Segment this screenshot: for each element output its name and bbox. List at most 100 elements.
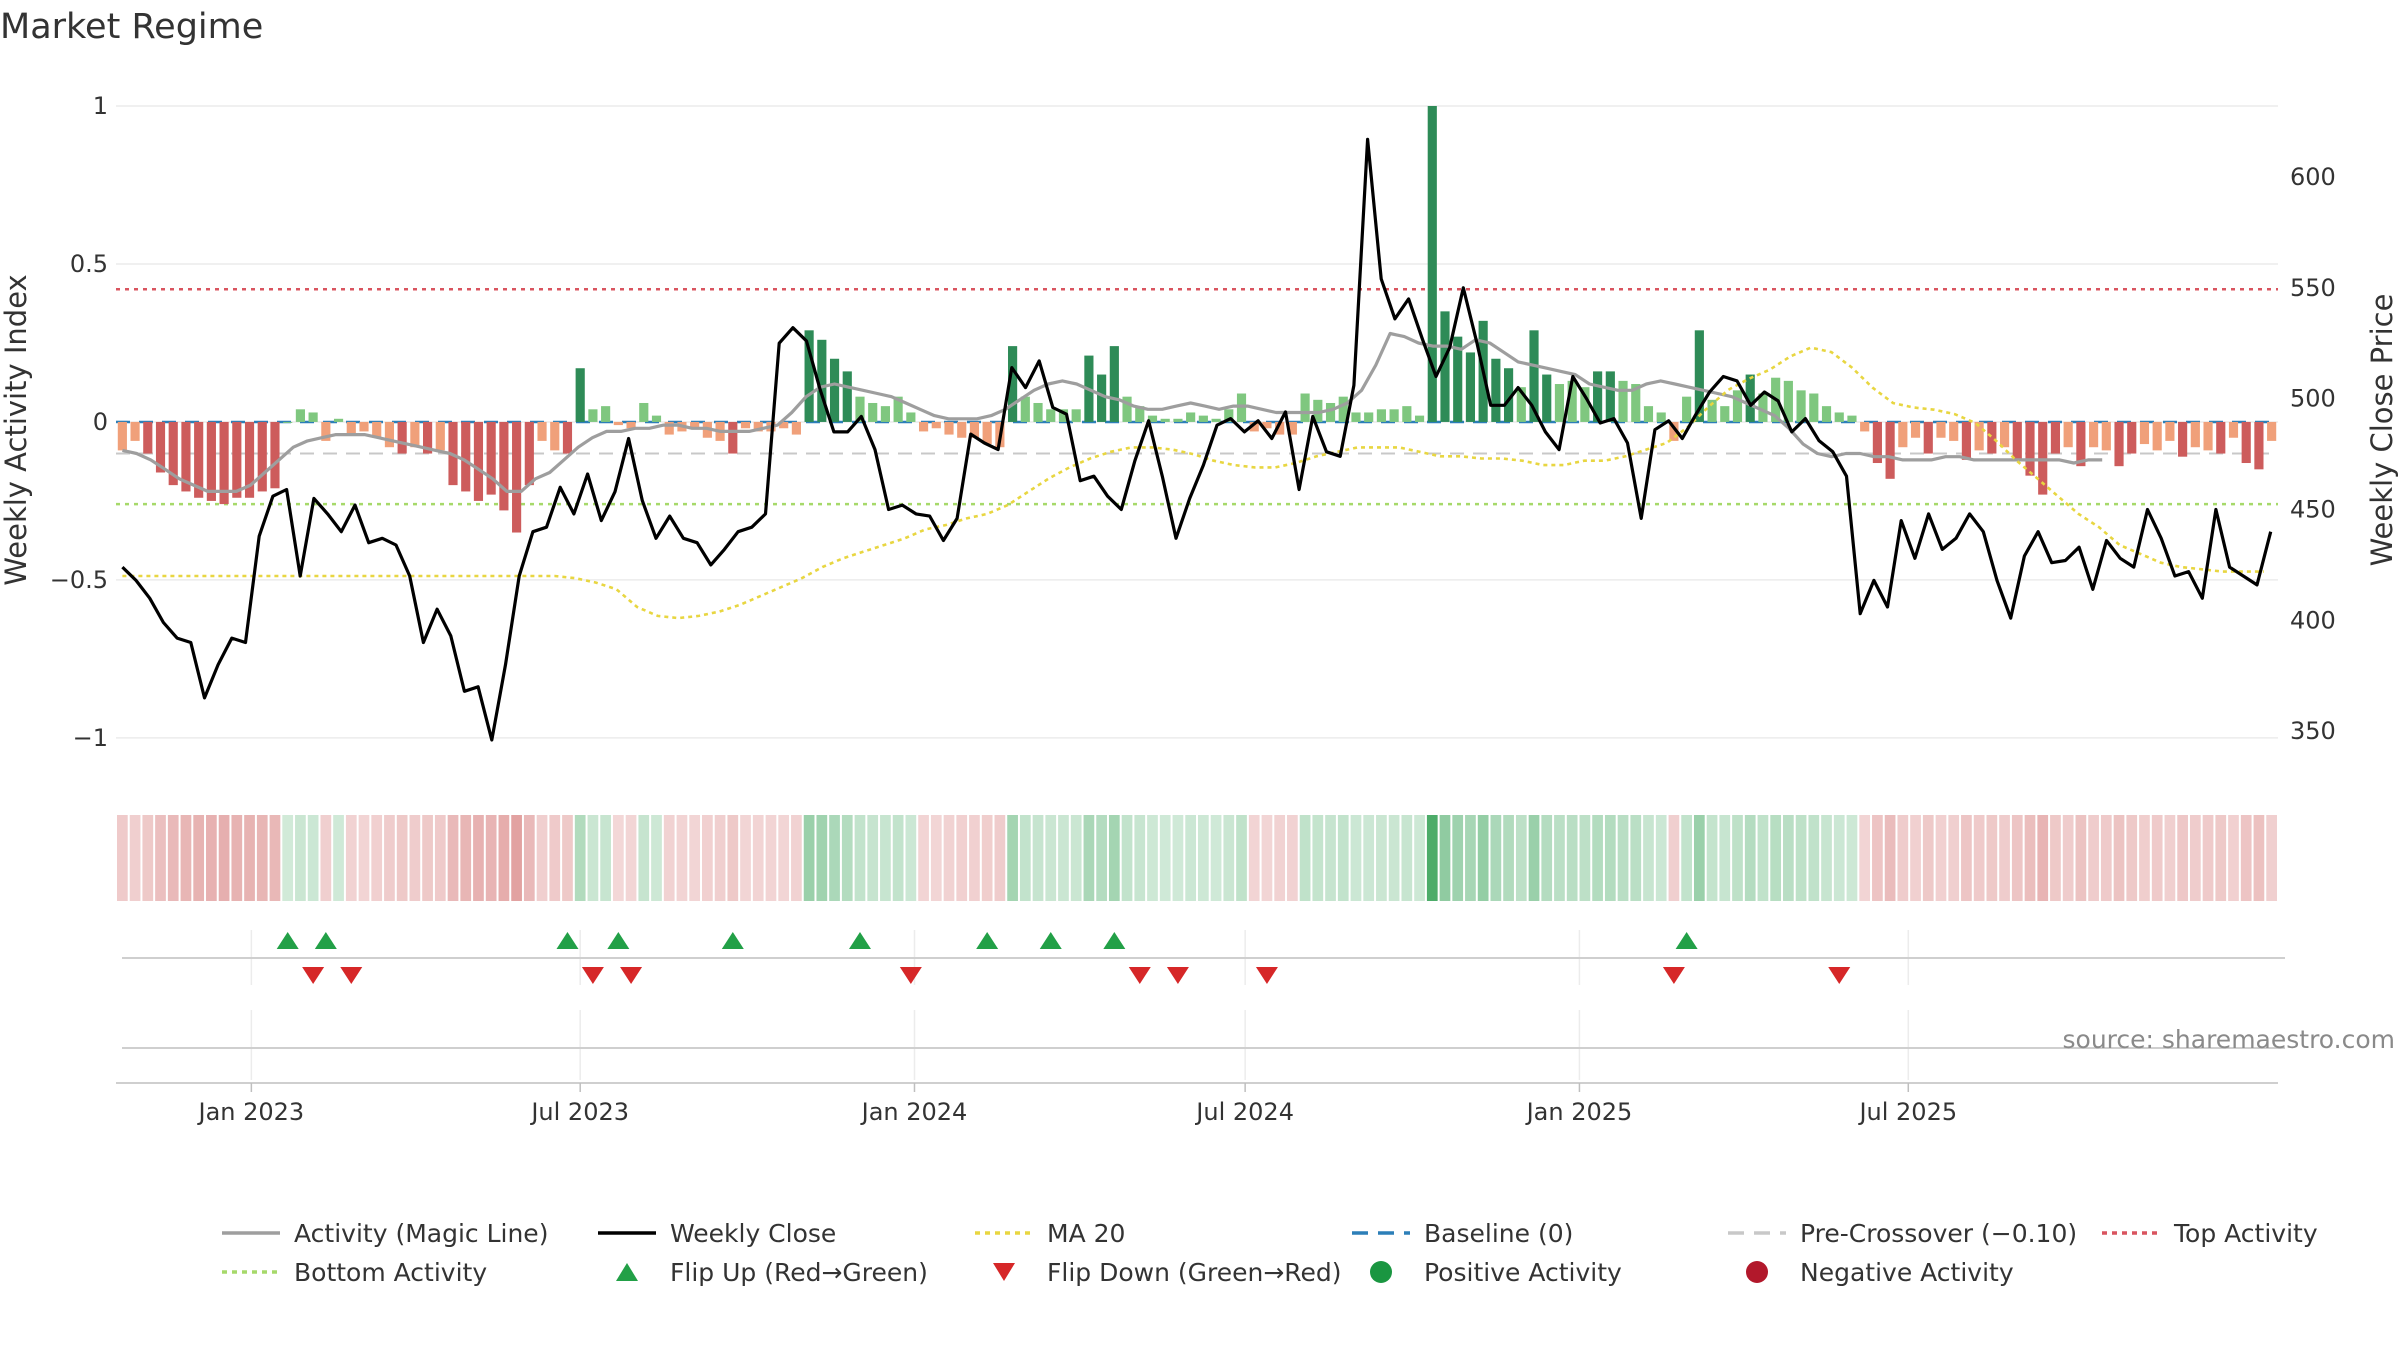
activity-bar (1758, 393, 1768, 422)
regime-band-cell (930, 815, 942, 901)
activity-bar (206, 421, 216, 501)
activity-bar (550, 421, 560, 451)
activity-bar (1504, 368, 1514, 422)
activity-bar (1008, 346, 1018, 422)
regime-band-cell (409, 815, 421, 901)
activity-bar (283, 421, 293, 423)
regime-band-cell (1134, 815, 1146, 901)
regime-band-cell (1172, 815, 1184, 901)
regime-band-cell (587, 815, 599, 901)
activity-bar (435, 421, 445, 451)
activity-bar (537, 421, 547, 441)
regime-band-cell (2228, 815, 2239, 901)
activity-bar (384, 421, 395, 448)
regime-band-cell (549, 815, 561, 901)
activity-bar (1287, 421, 1297, 435)
legend-swatch (1370, 1261, 1392, 1283)
y-tick-label: −0.5 (50, 566, 108, 594)
regime-band-cell (2266, 815, 2277, 901)
activity-bar (1656, 412, 1666, 422)
activity-bar (308, 412, 318, 422)
activity-bar (1109, 346, 1119, 422)
regime-band-cell (1045, 815, 1057, 901)
series-lines (121, 137, 2273, 742)
regime-band-cell (854, 815, 866, 901)
regime-band-cell (1706, 815, 1718, 901)
activity-bar (817, 339, 827, 422)
activity-bar (2152, 421, 2162, 451)
regime-band-cell (2011, 815, 2023, 901)
activity-bar (779, 421, 789, 429)
regime-band-cell (1477, 815, 1489, 901)
activity-bar (1860, 421, 1870, 432)
activity-bar (155, 421, 166, 473)
regime-band-cell (1604, 815, 1616, 901)
weekly-close-series (121, 137, 2273, 742)
regime-band-cell (1032, 815, 1044, 901)
activity-bar (2241, 421, 2251, 464)
activity-bar (1821, 406, 1832, 422)
legend-label: Flip Down (Green→Red) (1047, 1258, 1342, 1287)
reference-lines (116, 287, 2278, 506)
activity-bar (499, 421, 509, 511)
activity-bar (244, 421, 255, 498)
legend-label: Top Activity (2173, 1219, 2318, 1248)
activity-bar (130, 421, 140, 441)
activity-bar (1694, 330, 1704, 422)
regime-band-cell (778, 815, 790, 901)
activity-bar (1885, 421, 1895, 479)
activity-bar (1160, 418, 1170, 422)
x-tick-label: Jul 2023 (529, 1098, 629, 1126)
y2-axis-title: Weekly Close Price (2365, 294, 2399, 567)
regime-band-cell (2253, 815, 2265, 901)
regime-band-cell (651, 815, 662, 901)
activity-bar (1236, 393, 1247, 422)
activity-bar (664, 421, 674, 435)
regime-band-cell (663, 815, 675, 901)
regime-band-cell (1872, 815, 1883, 901)
x-tick-label: Jul 2024 (1194, 1098, 1294, 1126)
regime-band-cell (1159, 815, 1171, 901)
activity-bar (1872, 421, 1882, 464)
activity-bar (1020, 396, 1030, 422)
flip-up-marker (721, 932, 744, 949)
regime-band-cell (1783, 815, 1794, 901)
activity-bar (2267, 421, 2277, 441)
activity-bar (1987, 421, 1997, 454)
activity-bar (1745, 374, 1755, 422)
regime-band-cell (1541, 815, 1553, 901)
regime-band-cell (1808, 815, 1820, 901)
activity-bar (1567, 380, 1577, 422)
activity-bar (1173, 418, 1183, 422)
flip-down-marker (1662, 967, 1685, 984)
regime-band-cell (816, 815, 828, 901)
regime-band-cell (2139, 815, 2150, 901)
activity-bar (117, 421, 127, 451)
regime-band-cell (282, 815, 294, 901)
activity-bar (1058, 409, 1069, 422)
regime-band-cell (473, 815, 484, 901)
flip-down-marker (1255, 967, 1278, 984)
x-axis: Jan 2023 Jul 2023 Jan 2024 Jul 2024 Jan 2025… (116, 1082, 2278, 1126)
activity-bar (1898, 421, 1908, 448)
regime-band-cell (1770, 815, 1782, 901)
activity-bar (1949, 421, 1959, 441)
activity-bar (2089, 421, 2099, 448)
regime-band-cell (1503, 815, 1514, 901)
activity-bar (804, 330, 814, 422)
y2-tick-label: 600 (2290, 163, 2336, 191)
regime-band-cell (1363, 815, 1375, 901)
activity-bar (1936, 421, 1946, 438)
regime-band-cell (1566, 815, 1578, 901)
regime-band-cell (638, 815, 650, 901)
regime-band-cell (1859, 815, 1871, 901)
activity-bar (1516, 387, 1526, 422)
flip-down-marker (620, 967, 643, 984)
activity-bar (1249, 421, 1259, 432)
activity-bar (969, 421, 980, 438)
regime-band-cell (155, 815, 166, 901)
activity-bar (1605, 371, 1615, 422)
activity-bar (486, 421, 496, 495)
regime-band-cell (434, 815, 446, 901)
